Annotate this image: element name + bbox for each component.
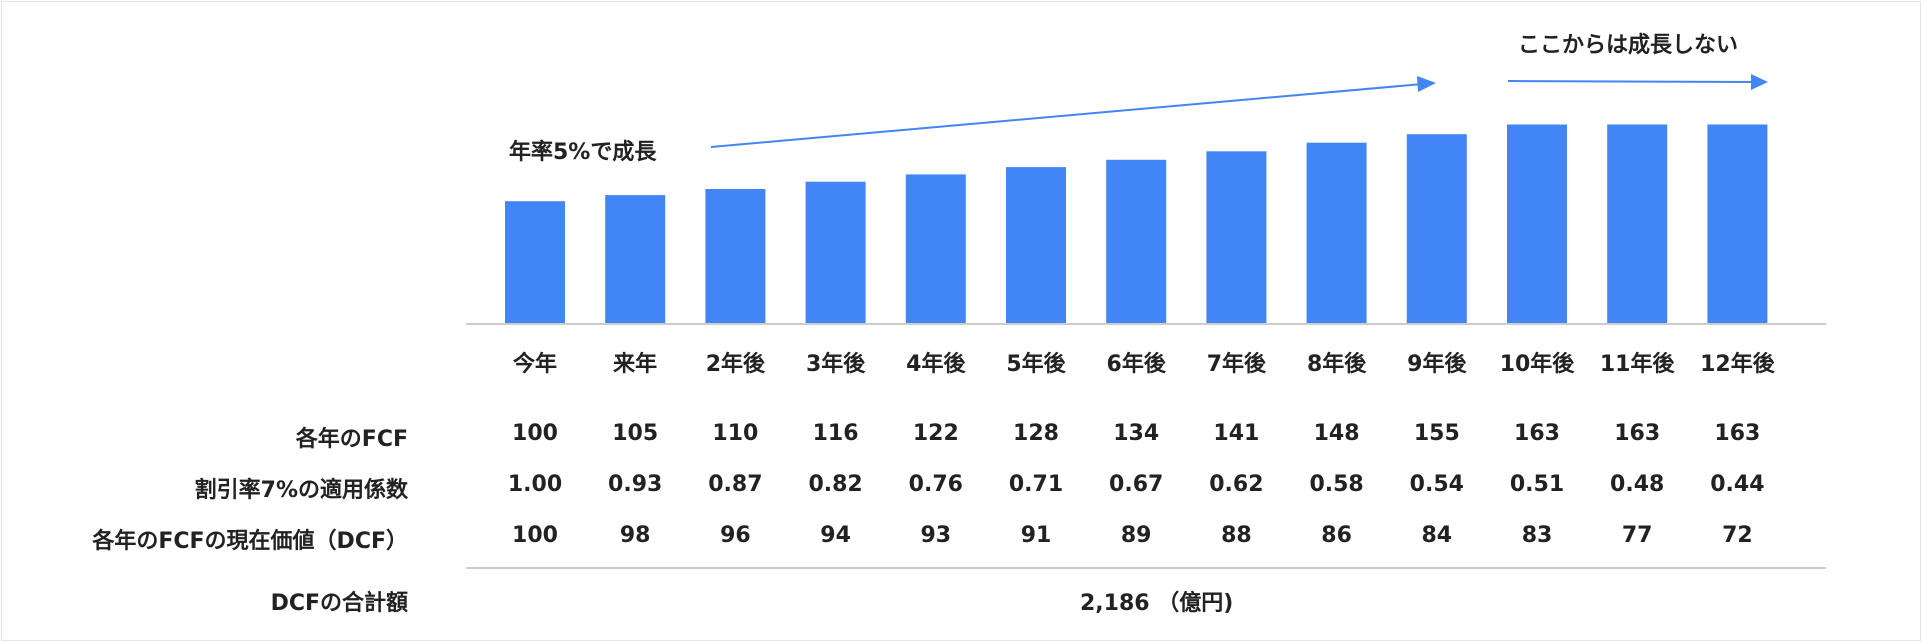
growth-annotation: 年率5%で成長 xyxy=(509,140,657,165)
bar-9 xyxy=(1306,142,1367,323)
bar-8 xyxy=(1206,151,1267,323)
table-cell-r3-c8: 88 xyxy=(1221,523,1252,548)
table-cell-r3-c6: 91 xyxy=(1020,523,1052,548)
bar-12 xyxy=(1607,124,1668,323)
table-cell-r1-c2: 105 xyxy=(612,421,659,446)
bar-1 xyxy=(505,201,565,323)
bar-13 xyxy=(1707,124,1768,323)
table-divider xyxy=(466,567,1826,569)
table-cell-r3-c3: 96 xyxy=(720,523,751,548)
category-label-8: 7年後 xyxy=(1206,352,1267,377)
category-label-11: 10年後 xyxy=(1499,352,1575,377)
table-cell-r2-c10: 0.54 xyxy=(1409,472,1464,497)
category-label-10: 9年後 xyxy=(1407,352,1467,377)
table-cell-r3-c12: 77 xyxy=(1621,523,1653,548)
table-cell-r3-c1: 100 xyxy=(512,523,558,548)
table-cell-r2-c4: 0.82 xyxy=(808,472,863,497)
category-label-12: 11年後 xyxy=(1599,352,1675,377)
table-cell-r1-c13: 163 xyxy=(1714,421,1761,446)
growth-arrow xyxy=(710,82,1435,148)
row-label-dcf: 各年のFCFの現在価値（DCF） xyxy=(92,529,408,554)
flat-arrow xyxy=(1507,80,1757,83)
table-cell-r1-c11: 163 xyxy=(1514,421,1560,446)
table-cell-r3-c7: 89 xyxy=(1120,523,1152,548)
table-cell-r1-c10: 155 xyxy=(1413,421,1460,446)
table-cell-r2-c3: 0.87 xyxy=(708,472,763,497)
bar-10 xyxy=(1406,134,1467,323)
category-label-5: 4年後 xyxy=(906,352,966,377)
table-cell-r1-c8: 141 xyxy=(1213,421,1260,446)
table-cell-r2-c8: 0.62 xyxy=(1209,472,1264,497)
table-cell-r3-c11: 83 xyxy=(1521,523,1553,548)
category-label-3: 2年後 xyxy=(705,352,766,377)
category-label-1: 今年 xyxy=(512,352,557,377)
no-growth-annotation: ここからは成長しない xyxy=(1518,33,1739,58)
table-cell-r1-c9: 148 xyxy=(1313,421,1360,446)
table-cell-r2-c7: 0.67 xyxy=(1109,472,1164,497)
table-cell-r1-c4: 116 xyxy=(812,421,859,446)
row-label-discount-factor: 割引率7%の適用係数 xyxy=(194,478,408,503)
table-cell-r2-c2: 0.93 xyxy=(608,472,663,497)
total-label: DCFの合計額 xyxy=(270,591,408,616)
category-label-9: 8年後 xyxy=(1306,352,1367,377)
table-cell-r1-c3: 110 xyxy=(712,421,759,446)
bar-3 xyxy=(705,189,766,323)
table-cell-r2-c5: 0.76 xyxy=(908,472,963,497)
flat-arrow-head xyxy=(1751,74,1768,90)
table-cell-r1-c6: 128 xyxy=(1013,421,1059,446)
table-cell-r3-c5: 93 xyxy=(920,523,952,548)
bar-7 xyxy=(1106,159,1167,323)
bar-11 xyxy=(1507,124,1567,323)
category-label-13: 12年後 xyxy=(1700,352,1775,377)
row-label-fcf: 各年のFCF xyxy=(295,427,408,452)
category-label-6: 5年後 xyxy=(1006,352,1066,377)
category-label-2: 来年 xyxy=(613,352,658,377)
table-cell-r3-c13: 72 xyxy=(1722,523,1753,548)
table-cell-r2-c1: 1.00 xyxy=(507,472,563,497)
bar-2 xyxy=(605,195,666,323)
bar-6 xyxy=(1006,167,1066,323)
bar-4 xyxy=(805,181,866,323)
table-cell-r1-c5: 122 xyxy=(912,421,959,446)
table-cell-r3-c9: 86 xyxy=(1321,523,1352,548)
table-cell-r3-c4: 94 xyxy=(820,523,851,548)
table-cell-r1-c1: 100 xyxy=(512,421,558,446)
table-cell-r2-c12: 0.48 xyxy=(1610,472,1665,497)
table-cell-r1-c12: 163 xyxy=(1614,421,1661,446)
total-value: 2,186 （億円) xyxy=(1080,591,1234,616)
bars-group xyxy=(505,124,1768,323)
table-cell-r2-c6: 0.71 xyxy=(1008,472,1064,497)
bar-5 xyxy=(905,174,966,323)
table-cell-r1-c7: 134 xyxy=(1113,421,1160,446)
table-cell-r3-c10: 84 xyxy=(1421,523,1453,548)
category-label-7: 6年後 xyxy=(1106,352,1166,377)
table-cell-r2-c9: 0.58 xyxy=(1309,472,1364,497)
growth-arrow-head xyxy=(1417,76,1436,92)
table-cell-r2-c11: 0.51 xyxy=(1509,472,1565,497)
table-cell-r3-c2: 98 xyxy=(619,523,651,548)
category-label-4: 3年後 xyxy=(805,352,866,377)
table-cell-r2-c13: 0.44 xyxy=(1710,472,1765,497)
